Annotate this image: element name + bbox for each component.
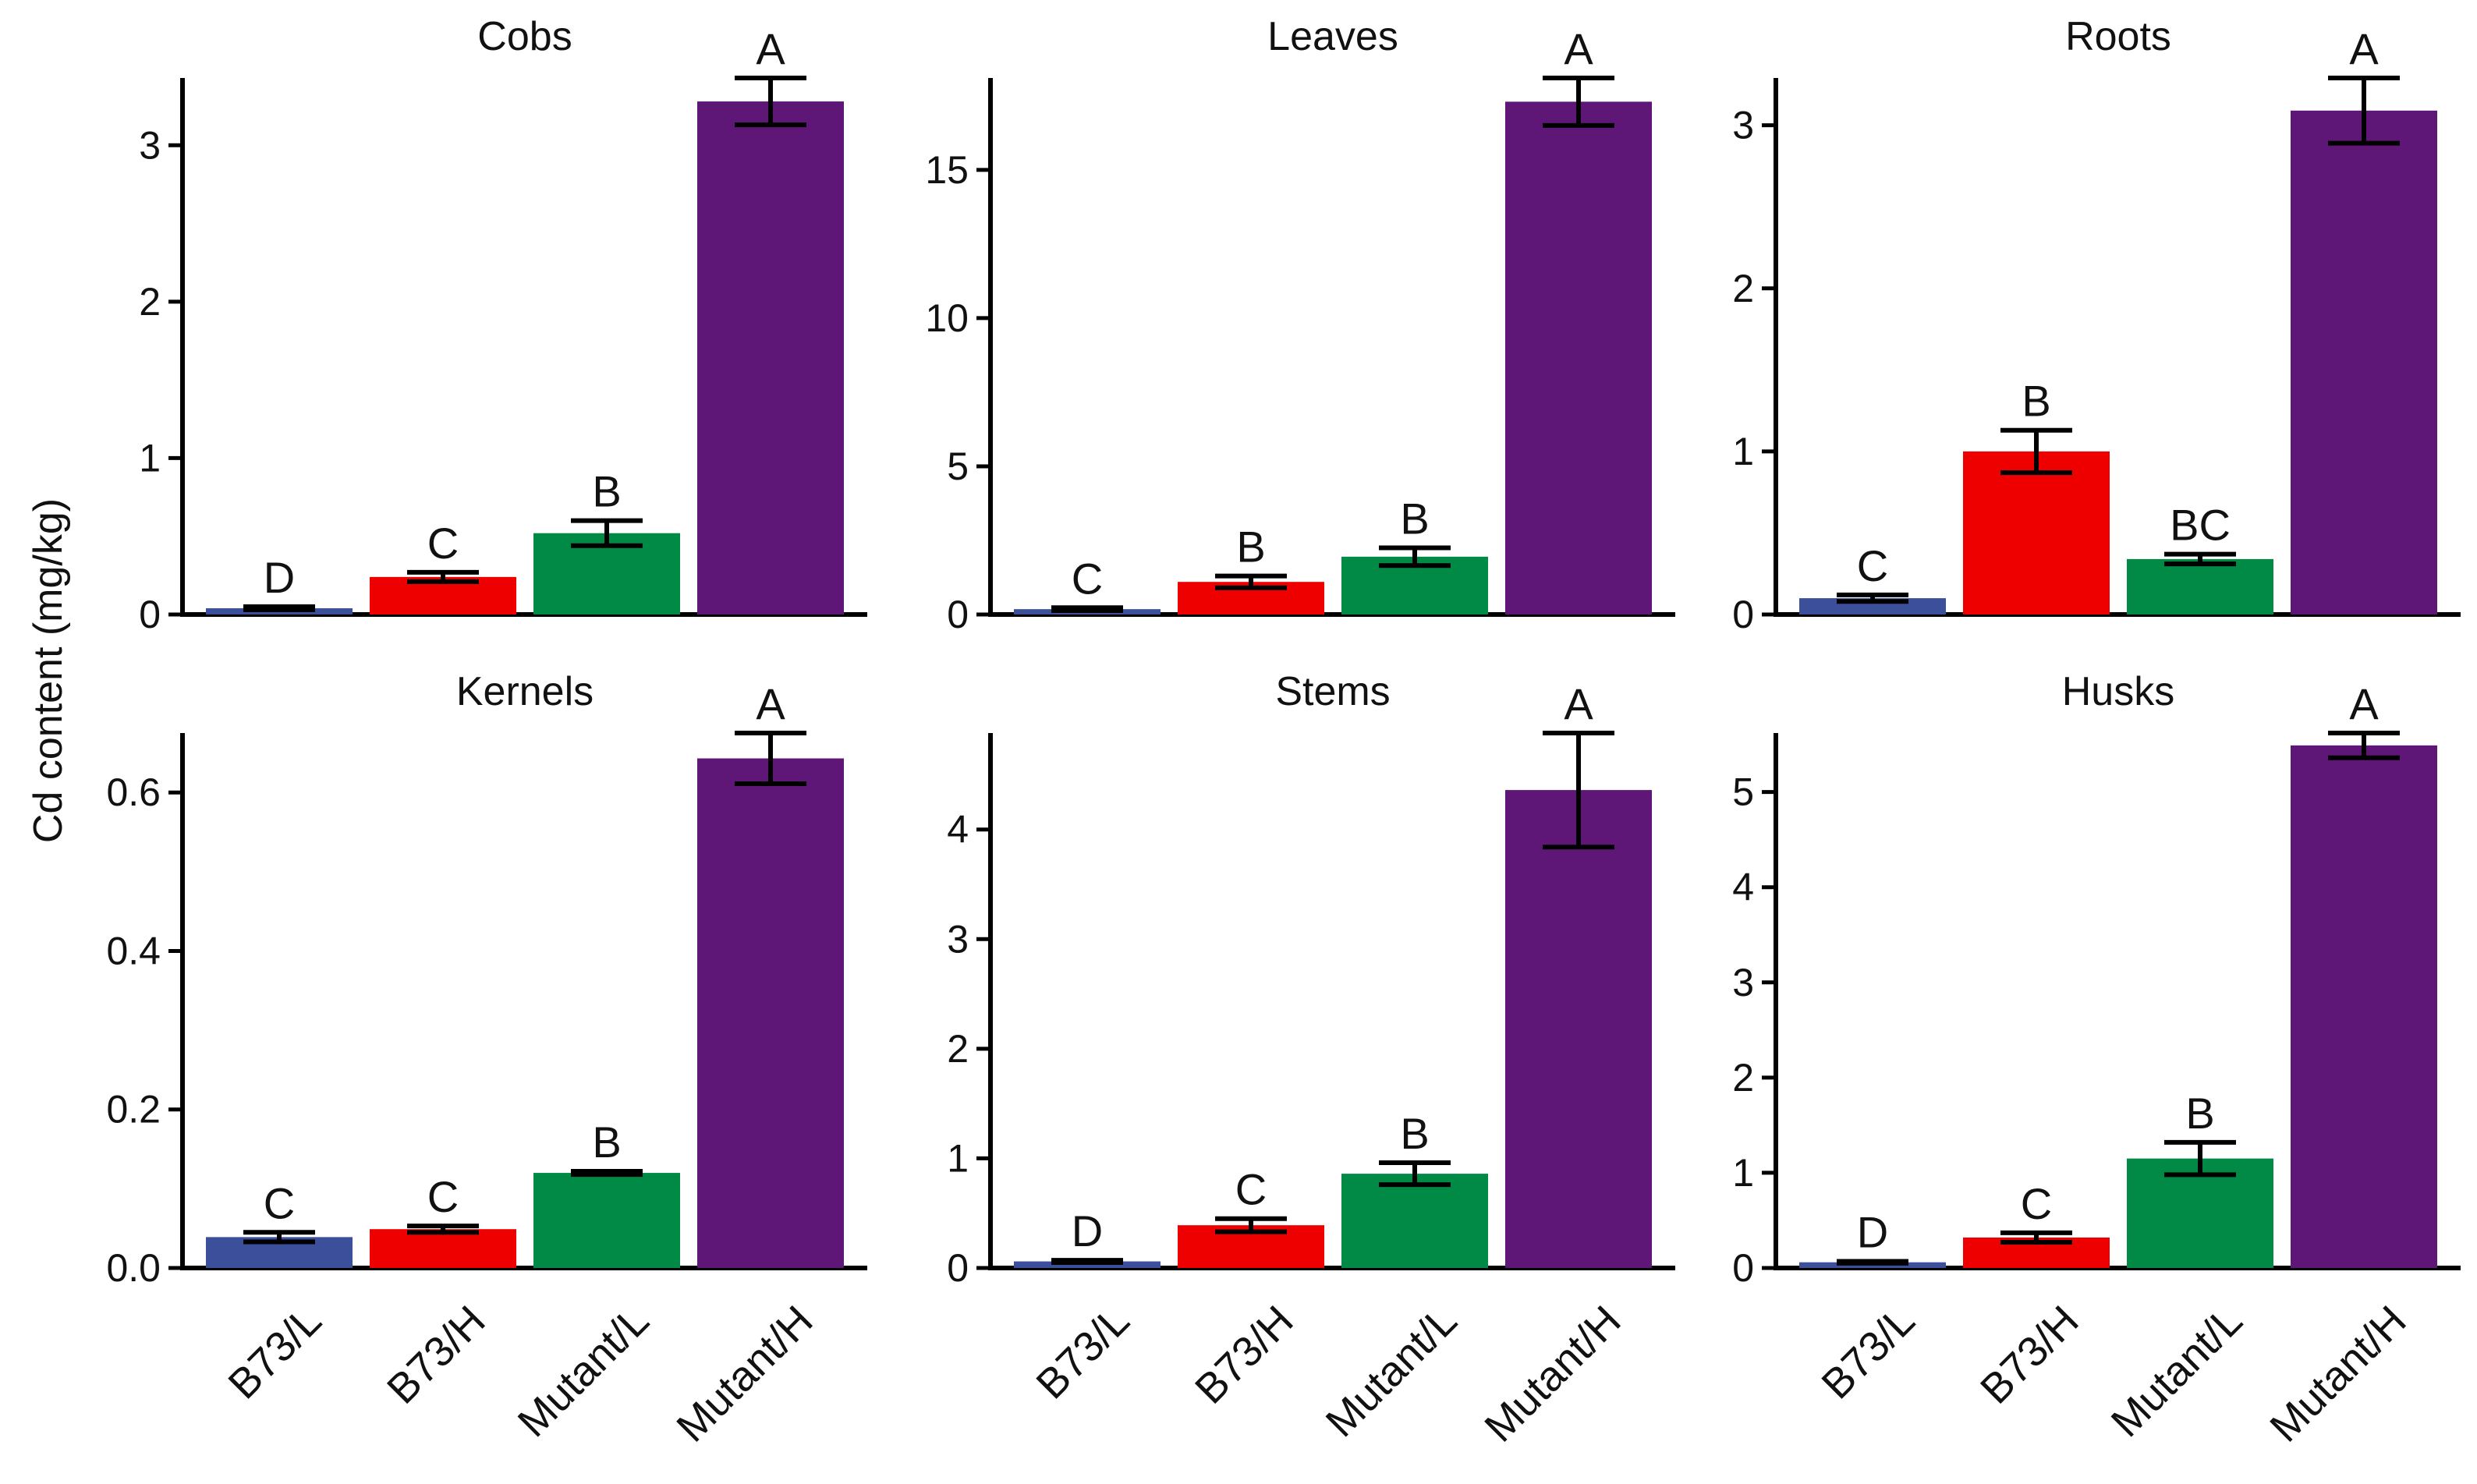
- y-tick-label: 0: [1732, 593, 1754, 636]
- x-category-label: Mutant/L: [1317, 1297, 1466, 1446]
- y-tick-label: 5: [1732, 770, 1754, 814]
- panel-roots: 0 1 2 3 Roots C B BC A: [1732, 14, 2461, 636]
- bar-mutant-h: [1505, 790, 1652, 1268]
- significance-letter: B: [2022, 377, 2050, 426]
- y-tick-label: 1: [1732, 430, 1754, 473]
- panel-title: Roots: [2065, 14, 2171, 59]
- x-category-label: B73/H: [1186, 1297, 1302, 1413]
- y-tick-label: 2: [1732, 1056, 1754, 1100]
- significance-letter: B: [1400, 494, 1429, 543]
- panel-stems: 0 1 2 3 4 Stems D B73/L C B73/H B Mutant/L A Mutant/H: [947, 669, 1675, 1451]
- significance-letter: B: [1400, 1109, 1429, 1158]
- y-tick-label: 3: [139, 123, 161, 167]
- bar-mutant-h: [697, 758, 844, 1268]
- panel-title: Stems: [1275, 669, 1390, 714]
- bar-mutant-h: [1505, 101, 1652, 615]
- y-tick-label: 2: [139, 280, 161, 324]
- panel-cobs: 0 1 2 3 Cobs D C B A: [139, 14, 867, 636]
- significance-letter: A: [1564, 24, 1593, 73]
- y-tick-label: 3: [947, 917, 969, 961]
- significance-letter: B: [592, 1117, 621, 1167]
- panel-title: Cobs: [477, 14, 572, 59]
- x-category-label: Mutant/L: [509, 1297, 658, 1446]
- chart-panels: 0123CobsDCBA051015LeavesCBBA0123RootsCBB…: [106, 14, 2461, 1451]
- y-tick-label: 0: [1732, 1246, 1754, 1290]
- panel-title: Husks: [2062, 669, 2174, 714]
- significance-letter: C: [1072, 554, 1103, 603]
- significance-letter: C: [2021, 1179, 2052, 1228]
- bar-mutant-h: [2291, 745, 2437, 1268]
- bar-mutant-l: [1341, 1174, 1488, 1268]
- significance-letter: B: [2185, 1089, 2214, 1138]
- y-tick-label: 0.2: [106, 1088, 161, 1132]
- x-category-label: Mutant/H: [668, 1297, 821, 1450]
- bar-mutant-l: [533, 1173, 680, 1268]
- y-tick-label: 10: [925, 296, 969, 340]
- bar-mutant-h: [2291, 110, 2437, 614]
- y-tick-label: 4: [1732, 866, 1754, 909]
- bar-mutant-h: [697, 101, 844, 614]
- panel-leaves: 0 5 10 15 Leaves C B B A: [925, 14, 1675, 636]
- panel-title: Kernels: [456, 669, 594, 714]
- significance-letter: C: [427, 1172, 459, 1221]
- x-category-label: B73/H: [378, 1297, 494, 1413]
- bar-b73-h: [1963, 451, 2110, 614]
- x-category-label: Mutant/L: [2103, 1297, 2252, 1446]
- y-tick-label: 3: [1732, 104, 1754, 147]
- significance-letter: C: [1235, 1165, 1267, 1214]
- y-tick-label: 0.0: [106, 1246, 161, 1290]
- x-category-label: B73/L: [1813, 1297, 1923, 1408]
- bar-mutant-l: [2127, 558, 2273, 614]
- significance-letter: C: [264, 1178, 295, 1227]
- x-category-label: B73/H: [1972, 1297, 2088, 1413]
- significance-letter: A: [2349, 679, 2379, 728]
- significance-letter: A: [1564, 679, 1593, 728]
- significance-letter: B: [1236, 522, 1265, 572]
- bar-b73-h: [370, 1229, 516, 1268]
- significance-letter: D: [1857, 1207, 1888, 1256]
- significance-letter: D: [264, 553, 295, 602]
- x-category-label: Mutant/H: [2261, 1297, 2415, 1450]
- panel-kernels: 0.0 0.2 0.4 0.6 Kernels C B73/L C B73/H B Mutant/L…: [106, 669, 867, 1451]
- significance-letter: C: [427, 519, 459, 568]
- y-tick-label: 5: [947, 444, 969, 488]
- y-tick-label: 4: [947, 808, 969, 852]
- bar-b73-l: [1799, 598, 1946, 614]
- significance-letter: BC: [2170, 501, 2231, 550]
- y-axis-title: Cd content (mg/kg): [26, 498, 71, 843]
- y-tick-label: 15: [925, 148, 969, 192]
- significance-letter: A: [2349, 24, 2379, 73]
- y-tick-label: 0: [947, 1246, 969, 1290]
- significance-letter: A: [756, 24, 785, 73]
- y-tick-label: 2: [947, 1027, 969, 1071]
- significance-letter: A: [756, 679, 785, 728]
- x-category-label: B73/L: [1027, 1297, 1138, 1408]
- y-tick-label: 2: [1732, 267, 1754, 310]
- y-tick-label: 1: [947, 1136, 969, 1180]
- y-tick-label: 0: [947, 593, 969, 636]
- x-category-label: B73/L: [219, 1297, 330, 1408]
- y-tick-label: 1: [139, 436, 161, 480]
- y-tick-label: 0.6: [106, 770, 161, 814]
- panel-husks: 0 1 2 3 4 5 Husks D B73/L C B73/H B Mutant/L A Mutant/…: [1732, 669, 2461, 1451]
- y-tick-label: 1: [1732, 1151, 1754, 1195]
- y-tick-label: 0.4: [106, 929, 161, 972]
- significance-letter: C: [1857, 541, 1888, 590]
- panel-title: Leaves: [1267, 14, 1398, 59]
- y-tick-label: 3: [1732, 961, 1754, 1004]
- significance-letter: D: [1072, 1206, 1103, 1256]
- x-category-label: Mutant/H: [1476, 1297, 1629, 1450]
- significance-letter: B: [592, 467, 621, 516]
- y-tick-label: 0: [139, 593, 161, 636]
